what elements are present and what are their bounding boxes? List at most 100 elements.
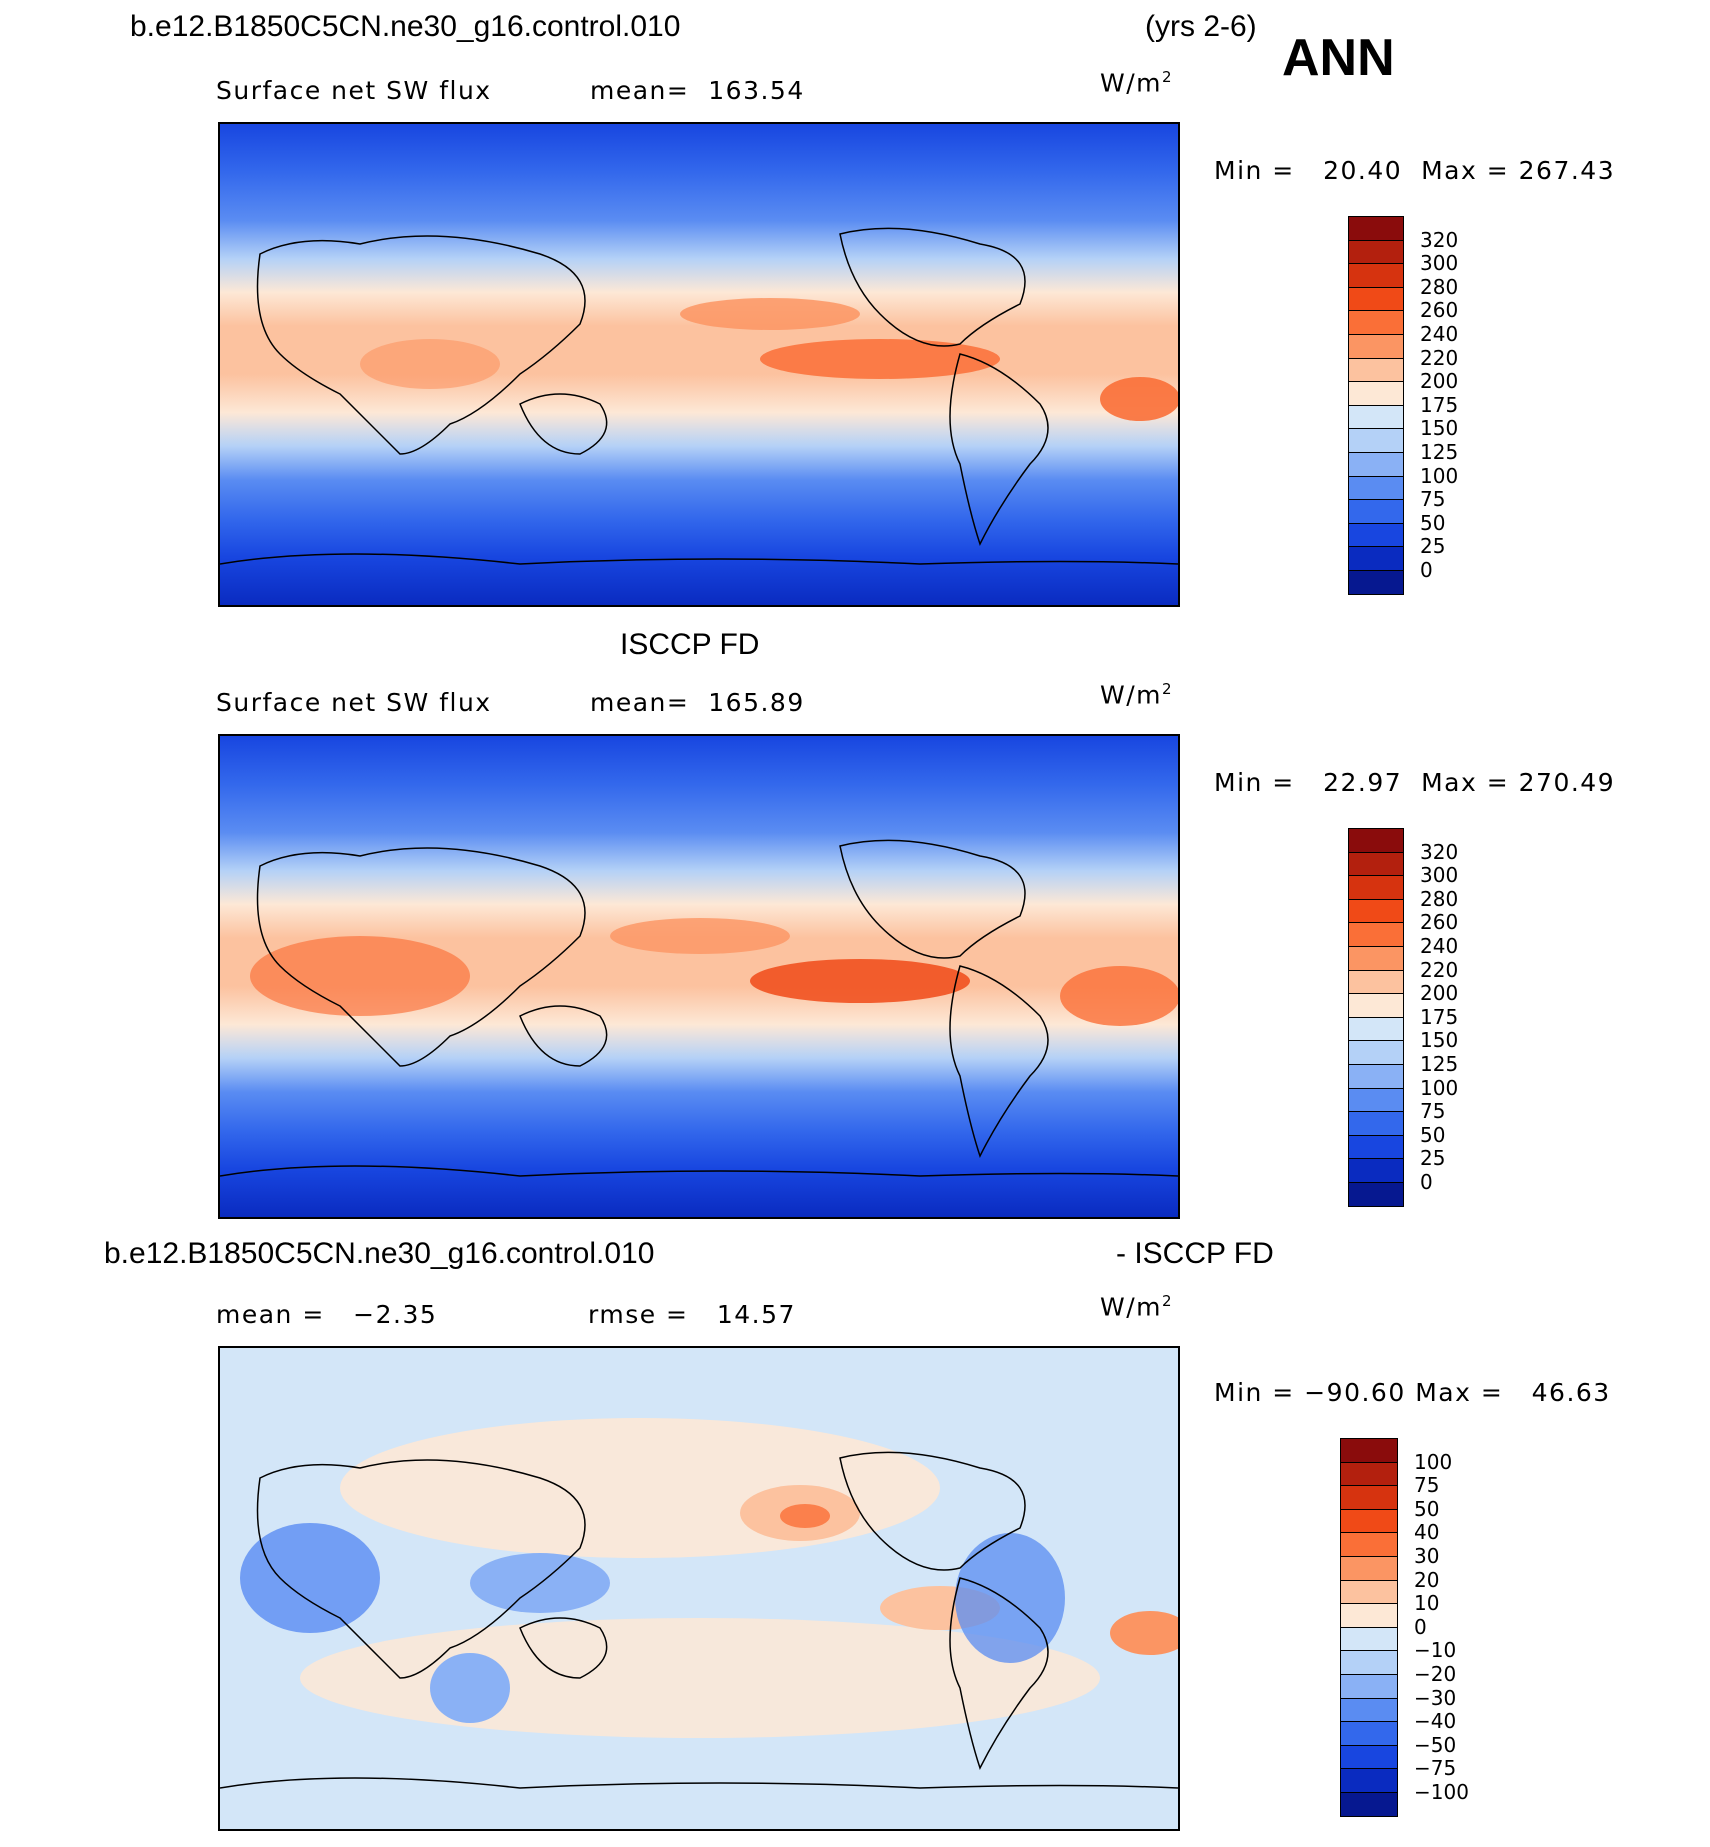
min-max-label: Min = 22.97 Max = 270.49: [1214, 768, 1616, 797]
colorbar-swatch: [1340, 1438, 1398, 1463]
diff-map: [218, 1346, 1180, 1831]
colorbar-swatch: [1348, 263, 1404, 288]
colorbar-tick-label: 75: [1420, 1099, 1446, 1124]
colorbar-tick-label: −20: [1414, 1662, 1457, 1686]
colorbar-tick-label: 0: [1414, 1614, 1427, 1639]
mean-label: mean= 165.89: [590, 688, 805, 717]
units-label: W/m2: [1100, 68, 1174, 98]
colorbar-swatch: [1340, 1697, 1398, 1723]
diff-title-left: b.e12.B1850C5CN.ne30_g16.control.010: [104, 1237, 655, 1270]
colorbar-swatch: [1348, 475, 1404, 501]
colorbar-tick-label: 240: [1420, 934, 1459, 958]
colorbar-tick-label: 150: [1420, 416, 1459, 441]
colorbar-tick-label: 20: [1414, 1567, 1440, 1592]
colorbar-swatch: [1348, 334, 1404, 359]
colorbar-swatch: [1348, 499, 1404, 524]
colorbar-swatch: [1348, 381, 1404, 406]
colorbar-swatch: [1340, 1461, 1398, 1487]
diff-rmse-label: rmse = 14.57: [588, 1300, 796, 1329]
min-max-label: Min = −90.60 Max = 46.63: [1214, 1378, 1611, 1407]
colorbar-swatch: [1348, 993, 1404, 1018]
colorbar-swatch: [1348, 452, 1404, 477]
colorbar-swatch: [1348, 898, 1404, 924]
colorbar-tick-label: 30: [1414, 1544, 1440, 1568]
colorbar-swatch: [1348, 1134, 1404, 1160]
colorbar-tick-label: 100: [1420, 463, 1459, 488]
variable-label: Surface net SW flux: [216, 76, 492, 105]
colorbar-tick-label: 200: [1420, 369, 1459, 394]
colorbar-swatch: [1340, 1603, 1398, 1628]
obs-map: [218, 734, 1180, 1219]
diff-title-right: - ISCCP FD: [1116, 1237, 1274, 1270]
colorbar-swatch: [1348, 1040, 1404, 1065]
years-label: (yrs 2-6): [1145, 10, 1257, 43]
colorbar-tick-label: 220: [1420, 957, 1459, 982]
colorbar-tick-label: 260: [1420, 298, 1459, 323]
colorbar-tick-label: −10: [1414, 1638, 1457, 1663]
colorbar-tick-label: −75: [1414, 1756, 1457, 1781]
colorbar-tick-label: 75: [1420, 487, 1446, 512]
colorbar-tick-label: 220: [1420, 345, 1459, 370]
colorbar-tick-label: 50: [1414, 1496, 1440, 1521]
colorbar-swatch: [1348, 969, 1404, 995]
colorbar-swatch: [1348, 546, 1404, 571]
colorbar-tick-label: 150: [1420, 1028, 1459, 1053]
colorbar-swatch: [1348, 1158, 1404, 1183]
colorbar-tick-label: 280: [1420, 274, 1459, 299]
colorbar-tick-label: 125: [1420, 440, 1459, 464]
colorbar-tick-label: 300: [1420, 251, 1459, 276]
colorbar-swatch: [1348, 1064, 1404, 1089]
colorbar-tick-label: 25: [1420, 1146, 1446, 1171]
colorbar-swatch: [1340, 1792, 1398, 1817]
units-label: W/m2: [1100, 680, 1174, 710]
colorbar-swatch: [1348, 875, 1404, 900]
colorbar-tick-label: 200: [1420, 981, 1459, 1006]
colorbar-swatch: [1348, 522, 1404, 548]
colorbar-tick-label: −50: [1414, 1732, 1457, 1757]
colorbar-tick-label: 260: [1420, 910, 1459, 935]
colorbar-swatch: [1340, 1508, 1398, 1534]
colorbar-tick-label: 320: [1420, 227, 1459, 252]
colorbar-swatch: [1340, 1744, 1398, 1770]
colorbar-tick-label: 320: [1420, 839, 1459, 864]
colorbar-tick-label: 50: [1420, 1122, 1446, 1147]
colorbar-swatch: [1340, 1532, 1398, 1557]
colorbar-tick-label: −40: [1414, 1709, 1457, 1734]
colorbar-swatch: [1348, 1182, 1404, 1207]
colorbar-swatch: [1348, 357, 1404, 383]
colorbar-tick-label: 125: [1420, 1052, 1459, 1076]
min-max-label: Min = 20.40 Max = 267.43: [1214, 156, 1616, 185]
colorbar-tick-label: 0: [1420, 558, 1433, 582]
season-label: ANN: [1282, 29, 1395, 87]
units-label: W/m2: [1100, 1292, 1174, 1322]
colorbar-tick-label: 10: [1414, 1591, 1440, 1616]
colorbar-swatch: [1348, 1016, 1404, 1042]
colorbar-tick-label: 280: [1420, 886, 1459, 911]
colorbar-swatch: [1340, 1556, 1398, 1581]
colorbar-swatch: [1340, 1579, 1398, 1605]
colorbar-tick-label: 100: [1420, 1075, 1459, 1100]
colorbar-tick-label: −30: [1414, 1685, 1457, 1710]
obs-title: ISCCP FD: [620, 628, 760, 661]
colorbar-swatch: [1348, 286, 1404, 312]
colorbar-swatch: [1348, 946, 1404, 971]
colorbar-swatch: [1340, 1721, 1398, 1746]
diff-mean-label: mean = −2.35: [216, 1300, 438, 1329]
colorbar-swatch: [1348, 310, 1404, 335]
colorbar-swatch: [1340, 1650, 1398, 1675]
colorbar-swatch: [1340, 1485, 1398, 1510]
colorbar-tick-label: 100: [1414, 1449, 1453, 1474]
colorbar-swatch: [1348, 828, 1404, 853]
colorbar-swatch: [1348, 1087, 1404, 1113]
colorbar-swatch: [1348, 428, 1404, 453]
colorbar-swatch: [1340, 1768, 1398, 1793]
colorbar-tick-label: 0: [1420, 1170, 1433, 1194]
colorbar-tick-label: 175: [1420, 1004, 1459, 1029]
colorbar-tick-label: 75: [1414, 1473, 1440, 1498]
colorbar-tick-label: 300: [1420, 863, 1459, 888]
model-map: [218, 122, 1180, 607]
colorbar-swatch: [1348, 1111, 1404, 1136]
variable-label: Surface net SW flux: [216, 688, 492, 717]
colorbar-tick-label: 40: [1414, 1520, 1440, 1545]
colorbar-swatch: [1340, 1626, 1398, 1652]
